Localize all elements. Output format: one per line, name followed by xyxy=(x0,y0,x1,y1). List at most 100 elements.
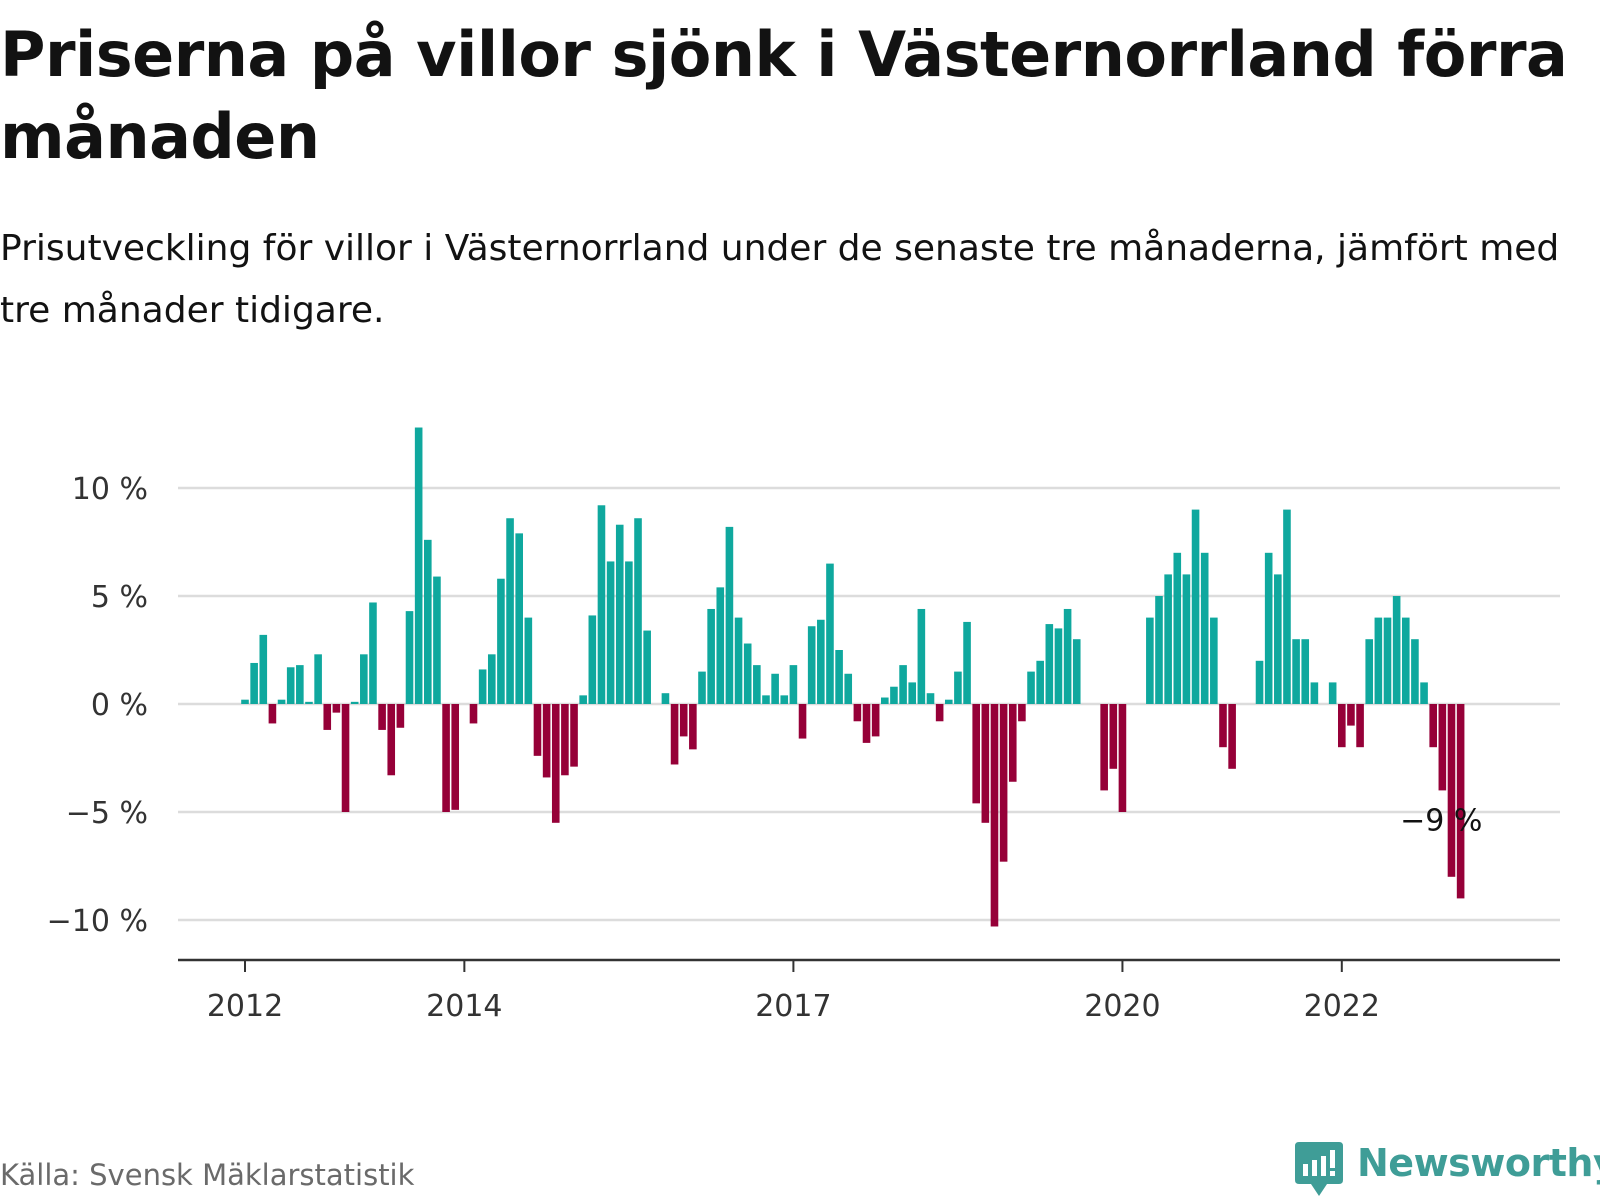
bar xyxy=(378,704,386,730)
bar xyxy=(1191,509,1200,704)
bar xyxy=(286,667,295,704)
bar xyxy=(506,518,514,704)
bar xyxy=(972,704,980,804)
bar xyxy=(433,576,441,704)
bar xyxy=(1255,660,1264,704)
bar xyxy=(926,693,935,704)
bar xyxy=(341,704,350,812)
bar xyxy=(1283,509,1291,704)
bar xyxy=(963,621,971,704)
bar xyxy=(1063,608,1072,704)
bar xyxy=(241,699,249,704)
bar xyxy=(908,682,917,704)
bar xyxy=(798,704,807,739)
bar xyxy=(826,563,834,704)
bar xyxy=(1338,704,1346,748)
bar xyxy=(597,505,606,704)
bar xyxy=(497,578,505,704)
chart-title: Priserna på villor sjönk i Västernorrlan… xyxy=(0,18,1568,173)
bar xyxy=(753,665,761,704)
bar xyxy=(853,704,862,722)
x-tick-label: 2014 xyxy=(426,989,502,1024)
bar xyxy=(789,665,798,704)
bar xyxy=(296,665,304,704)
bar xyxy=(414,427,423,704)
bar xyxy=(1392,596,1401,704)
bar xyxy=(478,669,487,704)
bar xyxy=(533,704,542,756)
bar xyxy=(944,699,953,704)
bar xyxy=(871,704,880,737)
bar xyxy=(679,704,688,737)
bar xyxy=(981,704,990,823)
bar xyxy=(1228,704,1236,769)
bar xyxy=(1429,704,1437,748)
bar xyxy=(524,617,533,704)
bar xyxy=(442,704,450,812)
bar xyxy=(314,654,322,704)
bar xyxy=(835,650,843,704)
bar xyxy=(570,704,578,767)
bar-chart: 10 % 5 % 0 % −5 % −10 % 2012 2014 2017 2020 2022 −… xyxy=(47,427,1560,1024)
bar xyxy=(999,704,1008,862)
chart-subtitle: Prisutveckling för villor i Västernorrla… xyxy=(0,228,1560,331)
bar xyxy=(1383,617,1392,704)
bar xyxy=(634,518,642,704)
bar xyxy=(1045,624,1054,704)
bar xyxy=(1200,552,1209,704)
bar xyxy=(917,608,926,704)
bar xyxy=(1456,704,1465,899)
bar xyxy=(1054,628,1063,704)
bar xyxy=(268,704,277,724)
bar xyxy=(762,695,770,704)
bar xyxy=(1210,617,1218,704)
bar xyxy=(643,630,651,704)
bar xyxy=(369,602,377,704)
bar xyxy=(1438,704,1447,791)
bar xyxy=(990,704,999,927)
bar xyxy=(1118,704,1127,812)
bar xyxy=(670,704,679,765)
bar xyxy=(1301,639,1310,704)
bar xyxy=(1173,552,1182,704)
bar xyxy=(698,671,706,704)
x-tick-label: 2012 xyxy=(207,989,283,1024)
y-tick-label: 5 % xyxy=(91,580,148,615)
bar xyxy=(469,704,478,724)
bar xyxy=(396,704,405,728)
bar xyxy=(661,693,670,704)
bar xyxy=(606,561,615,704)
bar xyxy=(1292,639,1300,704)
x-tick-label: 2017 xyxy=(755,989,831,1024)
bar xyxy=(817,619,825,704)
brand-name: Newsworthy xyxy=(1357,1141,1600,1185)
brand-logo[interactable]: Newsworthy xyxy=(1293,1140,1600,1200)
bar xyxy=(1155,596,1163,704)
bar xyxy=(387,704,396,776)
x-tick-label: 2022 xyxy=(1304,989,1380,1024)
bar xyxy=(1347,704,1355,726)
bar xyxy=(780,695,789,704)
bar xyxy=(1100,704,1108,791)
bar xyxy=(716,587,725,704)
y-tick-label: −5 % xyxy=(66,796,148,831)
bar xyxy=(862,704,871,743)
bar xyxy=(935,704,944,722)
bar xyxy=(305,701,313,704)
bar xyxy=(615,524,624,704)
newsworthy-logo-icon xyxy=(1295,1142,1343,1196)
bar xyxy=(259,634,268,704)
source-note: Källa: Svensk Mäklarstatistik xyxy=(0,1158,415,1192)
bar xyxy=(487,654,496,704)
bar xyxy=(1356,704,1364,748)
y-tick-label: −10 % xyxy=(47,904,148,939)
bar xyxy=(899,665,907,704)
y-tick-label: 0 % xyxy=(91,688,148,723)
bar xyxy=(1411,639,1419,704)
bar xyxy=(1310,682,1319,704)
bar xyxy=(561,704,569,776)
bar xyxy=(1447,704,1456,877)
bar xyxy=(1109,704,1118,769)
bar xyxy=(771,673,779,704)
x-axis xyxy=(178,958,1560,972)
